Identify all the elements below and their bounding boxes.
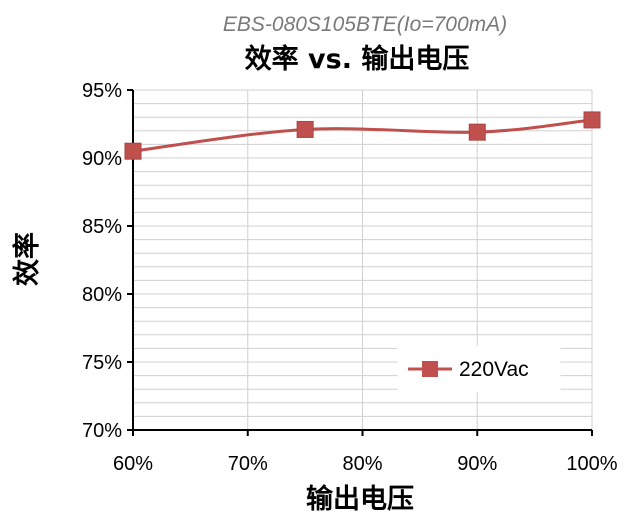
x-tick-label: 100% [566,453,617,475]
legend: 220Vac [397,345,561,393]
y-tick-label: 75% [82,352,122,374]
y-tick-label: 95% [82,80,122,102]
chart-title: 效率 vs. 输出电压 [245,43,470,75]
series-line-220Vac [132,118,593,153]
data-point [583,111,601,129]
y-tick-label: 85% [82,216,122,238]
y-tick-labels: 70% 75% 80% 85% 90% 95% [82,80,122,442]
series-group [124,111,601,160]
y-tick-label: 90% [82,148,122,170]
y-tick-label: 80% [82,284,122,306]
legend-label: 220Vac [459,358,529,381]
data-point [468,123,486,141]
x-tick-label: 80% [342,453,382,475]
legend-marker [422,361,438,377]
x-tick-label: 70% [228,453,268,475]
x-tick-label: 60% [113,453,153,475]
x-tick-labels: 60% 70% 80% 90% 100% [113,453,618,475]
x-tick-label: 90% [457,453,497,475]
y-tick-label: 70% [82,420,122,442]
y-axis-label: 效率 [11,232,43,286]
chart-subtitle: EBS-080S105BTE(Io=700mA) [223,13,507,36]
x-axis-label: 输出电压 [306,483,414,515]
data-point [124,142,142,160]
data-point [296,120,314,138]
